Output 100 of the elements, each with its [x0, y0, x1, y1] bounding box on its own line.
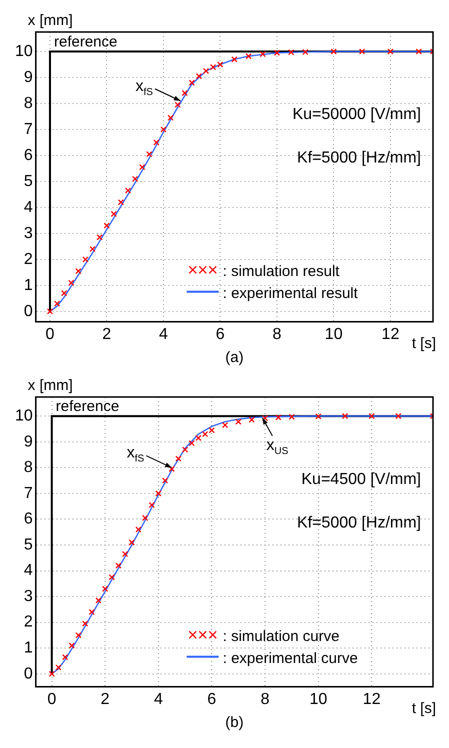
y-tick-label: 7	[24, 120, 33, 138]
y-tick-label: 4	[24, 562, 33, 580]
point	[195, 434, 202, 442]
point	[275, 414, 282, 420]
point	[175, 456, 182, 462]
point	[387, 48, 394, 55]
x-tick-label: 12	[362, 690, 381, 708]
y-tick-label: 5	[24, 172, 33, 190]
point	[110, 210, 117, 218]
point	[167, 114, 174, 121]
point	[96, 234, 103, 240]
point	[48, 670, 55, 677]
point	[248, 416, 255, 423]
point	[231, 56, 238, 62]
point	[202, 431, 208, 438]
text: (b)	[225, 714, 244, 731]
point	[162, 477, 168, 484]
legend-label: : simulation result	[222, 262, 340, 280]
point	[128, 539, 135, 546]
x-tick-label: 4	[154, 690, 163, 708]
point	[68, 280, 74, 286]
point	[358, 48, 366, 55]
point	[395, 413, 402, 420]
text: (a)	[225, 348, 244, 366]
point	[288, 49, 294, 56]
y-tick-label: 8	[24, 459, 33, 476]
point	[46, 308, 54, 314]
point	[118, 199, 124, 206]
point	[115, 562, 122, 569]
point	[142, 514, 148, 521]
annotation: Kf=5000 [Hz/mm]	[296, 149, 421, 166]
annotation: Ku=50000 [V/mm]	[292, 106, 421, 123]
point	[188, 440, 195, 446]
y-tick-label: 5	[24, 536, 33, 554]
x-tick-label: 6	[216, 326, 225, 343]
x-tick-label: 2	[100, 690, 110, 708]
point	[54, 300, 60, 307]
point	[102, 586, 108, 592]
y-tick-label: 6	[24, 146, 33, 164]
x-tick-label: 10	[309, 690, 328, 708]
point	[62, 654, 68, 660]
point	[262, 415, 268, 422]
legend-label: : experimental curve	[222, 650, 358, 667]
x-tick-label: 10	[324, 326, 343, 343]
point	[153, 139, 160, 146]
point	[89, 246, 96, 252]
point	[188, 80, 195, 86]
point	[416, 48, 422, 55]
point	[274, 50, 280, 56]
x-tick-label: 6	[207, 690, 216, 708]
x-tick-label: 8	[272, 326, 282, 343]
annotation: Ku=4500 [V/mm]	[301, 470, 422, 488]
legend-label: : simulation curve	[222, 628, 340, 645]
y-tick-label: 0	[24, 302, 33, 320]
y-tick-label: 7	[24, 484, 33, 502]
y-tick-label: 3	[24, 224, 33, 242]
point	[217, 61, 224, 68]
point	[235, 418, 242, 425]
point	[155, 490, 162, 497]
point	[168, 466, 175, 472]
point	[88, 608, 95, 616]
point	[148, 502, 155, 508]
point	[196, 73, 202, 80]
point	[95, 597, 102, 604]
x-tick-label: 0	[46, 326, 55, 343]
annotation: Kf=5000 [Hz/mm]	[296, 514, 421, 532]
point	[368, 413, 375, 420]
point	[160, 126, 167, 133]
x-axis-title: t [s]	[412, 700, 436, 717]
point	[61, 290, 68, 296]
point	[208, 427, 215, 434]
legend-label: : experimental result	[222, 284, 359, 302]
point	[104, 222, 110, 229]
y-tick-label: 3	[24, 588, 33, 605]
y-tick-label: 1	[24, 640, 33, 657]
point	[108, 574, 115, 580]
y-tick-label: 8	[24, 94, 33, 112]
point	[124, 187, 132, 194]
point	[135, 526, 142, 533]
y-tick-label: 2	[24, 614, 33, 631]
point	[246, 53, 252, 60]
point	[302, 48, 308, 56]
point	[82, 256, 89, 262]
x-tick-label: 12	[382, 326, 400, 343]
y-axis-title: x [mm]	[28, 377, 73, 394]
y-tick-label: 10	[15, 407, 33, 424]
point	[82, 620, 88, 627]
point	[330, 48, 337, 55]
y-tick-label: 6	[24, 510, 33, 528]
point	[315, 413, 322, 420]
annotation: reference	[54, 33, 118, 50]
y-tick-label: 4	[24, 198, 33, 216]
y-tick-label: 1	[24, 276, 33, 294]
point	[182, 446, 188, 453]
y-tick-label: 2	[24, 250, 33, 268]
y-tick-label: 9	[24, 68, 33, 86]
annotation: reference	[56, 398, 120, 416]
y-tick-label: 10	[15, 42, 33, 60]
y-axis-title: x [mm]	[28, 12, 73, 29]
point	[182, 90, 188, 96]
